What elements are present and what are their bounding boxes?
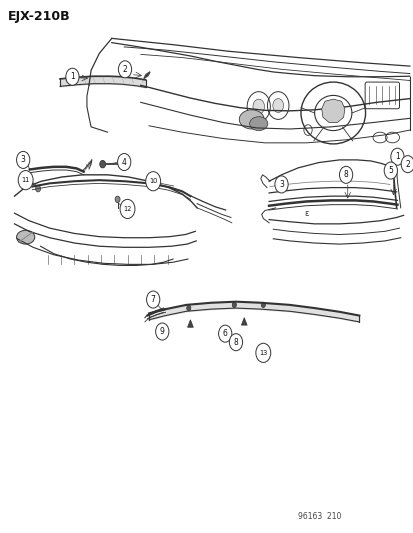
Text: 2: 2 [404,160,409,168]
Circle shape [146,291,159,308]
Circle shape [120,199,135,219]
Text: 10: 10 [149,178,157,184]
Circle shape [18,171,33,190]
Circle shape [255,343,270,362]
Circle shape [117,154,131,171]
Text: 96163  210: 96163 210 [297,512,341,521]
Circle shape [252,99,264,114]
Text: 4: 4 [121,158,126,166]
Polygon shape [321,99,344,123]
Circle shape [17,151,30,168]
Circle shape [272,99,283,112]
Ellipse shape [249,117,267,131]
Polygon shape [187,320,193,327]
Text: 1: 1 [394,152,399,161]
Text: 9: 9 [159,327,164,336]
Circle shape [261,302,265,308]
Text: 11: 11 [21,177,30,183]
Ellipse shape [17,230,35,244]
Text: ε: ε [304,209,308,217]
Circle shape [339,166,352,183]
Text: EJX-210B: EJX-210B [8,10,71,22]
Circle shape [115,196,120,203]
Text: 1: 1 [70,72,75,81]
Circle shape [186,305,190,311]
Text: 13: 13 [259,350,267,356]
Text: 2: 2 [122,65,127,74]
Circle shape [229,334,242,351]
Polygon shape [144,72,150,78]
Circle shape [36,185,40,192]
Circle shape [66,68,79,85]
Circle shape [274,176,287,193]
Text: 8: 8 [233,338,238,346]
Text: 8: 8 [343,171,348,179]
Circle shape [383,162,396,179]
Text: 12: 12 [123,206,131,212]
Text: 6: 6 [222,329,227,338]
Ellipse shape [239,110,263,129]
Text: 7: 7 [150,295,155,304]
Circle shape [390,148,403,165]
Circle shape [155,323,169,340]
Text: 3: 3 [278,180,283,189]
Text: 5: 5 [387,166,392,175]
Circle shape [145,172,160,191]
Circle shape [118,61,131,78]
Text: 3: 3 [21,156,26,164]
Circle shape [100,160,105,168]
Circle shape [232,302,236,308]
Circle shape [218,325,231,342]
Circle shape [400,156,413,173]
Polygon shape [241,318,247,325]
